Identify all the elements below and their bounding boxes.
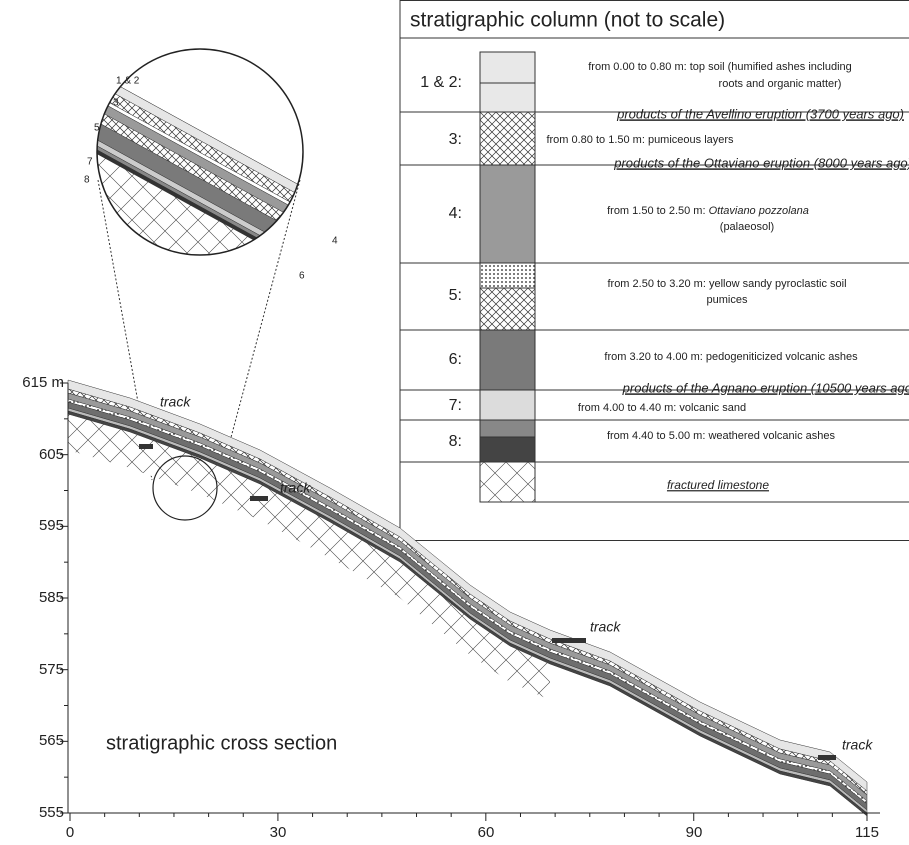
y-tick-label: 575: [39, 661, 64, 678]
row-number: 8:: [449, 433, 462, 450]
y-tick-label: 605: [39, 446, 64, 463]
x-tick-label: 60: [478, 824, 495, 841]
inset-label: 6: [299, 271, 305, 282]
y-tick-label: 615 m: [22, 374, 64, 391]
column-panel: stratigraphic column (not to scale) 1 & …: [400, 1, 909, 541]
figure: stratigraphic column (not to scale) 1 & …: [0, 0, 909, 845]
y-tick-label: 555: [39, 804, 64, 821]
x-tick-label: 30: [270, 824, 287, 841]
eruption-note: products of the Agnano eruption (10500 y…: [622, 380, 909, 395]
row-text: from 4.40 to 5.00 m: weathered volcanic …: [607, 430, 836, 442]
eruption-note: products of the Avellino eruption (3700 …: [616, 106, 904, 121]
row-text: from 0.80 to 1.50 m: pumiceous layers: [546, 134, 734, 146]
row-text: pumices: [707, 294, 748, 306]
row-number: 3:: [449, 131, 462, 148]
y-tick-label: 565: [39, 732, 64, 749]
x-tick-label: 0: [66, 824, 74, 841]
row-number: 5:: [449, 287, 462, 304]
section-label: stratigraphic cross section: [106, 732, 337, 754]
row-number: 6:: [449, 351, 462, 368]
inset-label: 5: [94, 123, 100, 134]
x-tick-label: 115: [855, 824, 879, 841]
row-text: from 1.50 to 2.50 m: Ottaviano pozzolana: [607, 205, 809, 217]
track-label: track: [160, 394, 191, 410]
eruption-note: products of the Ottaviano eruption (8000…: [613, 155, 909, 170]
row-number: 4:: [449, 205, 462, 222]
row-text: from 4.00 to 4.40 m: volcanic sand: [578, 402, 746, 414]
row-text: (palaeosol): [720, 221, 774, 233]
inset-label: 4: [332, 236, 338, 247]
row-text: roots and organic matter): [719, 78, 842, 90]
y-tick-label: 585: [39, 589, 64, 606]
row-text-part: Ottaviano pozzolana: [709, 205, 809, 217]
x-tick-label: 90: [686, 824, 703, 841]
track-label: track: [590, 619, 621, 635]
row-text-part: from 1.50 to 2.50 m:: [607, 205, 709, 217]
inset-label: 8: [84, 175, 90, 186]
y-tick-label: 595: [39, 517, 64, 534]
track-label: track: [280, 480, 311, 496]
row-text: from 0.00 to 0.80 m: top soil (humified …: [588, 61, 852, 73]
row-number: 1 & 2:: [420, 74, 462, 91]
base-label: fractured limestone: [667, 478, 769, 492]
inset-label: 3: [113, 98, 119, 109]
row-text: from 3.20 to 4.00 m: pedogeniticized vol…: [604, 351, 858, 363]
row-text: from 2.50 to 3.20 m: yellow sandy pyrocl…: [607, 278, 846, 290]
inset-label: 1 & 2: [116, 76, 140, 87]
track-label: track: [842, 737, 873, 753]
column-title: stratigraphic column (not to scale): [410, 9, 725, 32]
inset-label: 7: [87, 157, 93, 168]
row-number: 7:: [449, 397, 462, 414]
